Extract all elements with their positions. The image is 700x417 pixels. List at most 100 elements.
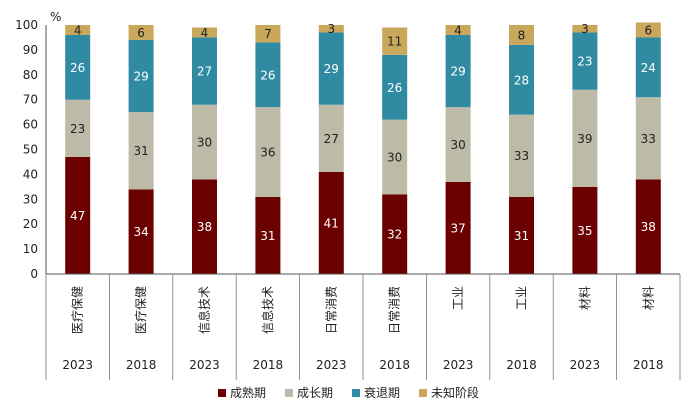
bar-segment	[255, 196, 281, 274]
bar-segment	[128, 189, 154, 274]
data-label: 38	[197, 220, 212, 234]
data-label: 4	[454, 23, 462, 37]
data-label: 8	[518, 28, 526, 42]
x-year-label: 2023	[443, 358, 474, 372]
bar-segment	[318, 25, 344, 33]
bar-segment	[382, 54, 408, 120]
data-label: 7	[264, 27, 272, 41]
x-year-label: 2018	[506, 358, 537, 372]
bar-segment	[128, 112, 154, 190]
y-axis-unit-label: %	[50, 10, 61, 24]
bar-segment	[445, 25, 471, 35]
data-label: 27	[197, 65, 212, 79]
bar-segment	[445, 34, 471, 108]
x-sector-label: 工业	[515, 286, 529, 310]
bar-segment	[635, 37, 661, 98]
data-label: 38	[641, 220, 656, 234]
data-label: 26	[70, 61, 85, 75]
bar-segment	[318, 104, 344, 172]
y-tick-label: 70	[23, 93, 38, 107]
y-tick-label: 80	[23, 68, 38, 82]
bar-segment	[635, 97, 661, 180]
legend-label: 衰退期	[364, 385, 400, 400]
bar-segment	[65, 156, 91, 274]
legend-swatch	[285, 389, 293, 397]
bar-segment	[192, 27, 217, 38]
bar-segment	[192, 104, 217, 180]
bar-segment	[65, 99, 91, 157]
data-label: 3	[327, 22, 335, 36]
data-label: 4	[74, 23, 82, 37]
data-label: 26	[387, 81, 402, 95]
data-label: 39	[577, 132, 592, 146]
data-label: 23	[70, 122, 85, 136]
bar-segment	[65, 34, 91, 100]
bar-segment	[192, 37, 217, 105]
legend-swatch	[419, 389, 427, 397]
bar-segment	[509, 196, 534, 274]
data-label: 30	[450, 138, 465, 152]
x-sector-label: 信息技术	[260, 286, 275, 334]
x-year-label: 2023	[570, 358, 601, 372]
bar-segment	[509, 114, 534, 197]
data-label: 23	[577, 55, 592, 69]
axes	[45, 25, 681, 380]
data-label: 3	[581, 22, 589, 36]
y-tick-label: 50	[23, 143, 38, 157]
x-axis-labels: 医疗保健 2023 医疗保健 2018 信息技术 2023 信息技术 2018 日常消费 2023…	[62, 286, 663, 372]
data-label: 11	[387, 35, 402, 49]
y-tick-label: 0	[30, 267, 38, 281]
x-sector-label: 日常消费	[324, 286, 338, 334]
bar-segment	[318, 32, 344, 105]
data-label: 41	[324, 216, 339, 230]
bar-segment	[382, 119, 408, 195]
bar-segment	[128, 25, 154, 40]
legend: 成熟期 成长期 衰退期 未知阶段	[218, 385, 479, 400]
x-sector-label: 医疗保健	[71, 286, 85, 334]
y-tick-label: 90	[23, 43, 38, 57]
x-year-label: 2023	[316, 358, 347, 372]
legend-label: 未知阶段	[431, 385, 479, 400]
data-label: 33	[514, 149, 529, 163]
data-label: 30	[197, 136, 212, 150]
bar-segment	[65, 25, 91, 35]
bar-segment	[255, 107, 281, 197]
bar-segment	[255, 42, 281, 108]
bar-segment	[572, 25, 598, 33]
y-tick-label: 40	[23, 167, 38, 181]
x-year-label: 2018	[379, 358, 410, 372]
bars-group: 4723264343129638302743136267412729332302…	[65, 22, 661, 274]
data-label: 29	[450, 65, 465, 79]
data-label: 35	[577, 224, 592, 238]
bar-segment	[572, 32, 598, 90]
bar-segment	[318, 171, 344, 274]
bar-segment	[509, 44, 534, 115]
data-label: 24	[641, 61, 656, 75]
x-year-label: 2018	[633, 358, 664, 372]
x-year-label: 2023	[189, 358, 220, 372]
bar-segment	[382, 27, 408, 55]
x-sector-label: 医疗保健	[134, 286, 148, 334]
data-label: 31	[514, 229, 529, 243]
data-label: 31	[260, 229, 275, 243]
x-sector-label: 信息技术	[197, 286, 212, 334]
y-tick-label: 100	[15, 18, 38, 32]
data-label: 28	[514, 73, 529, 87]
bar-segment	[572, 186, 598, 274]
data-label: 26	[260, 68, 275, 82]
x-sector-label: 材料	[578, 286, 592, 310]
data-label: 37	[450, 221, 465, 235]
data-label: 4	[201, 26, 209, 40]
bar-segment	[509, 25, 534, 45]
bar-segment	[192, 179, 217, 274]
bar-segment	[635, 22, 661, 38]
bar-segment	[445, 181, 471, 274]
x-year-label: 2018	[126, 358, 157, 372]
x-sector-label: 工业	[451, 286, 465, 310]
y-axis-ticks: 0 10 20 30 40 50 60 70 80 90 100	[15, 18, 38, 281]
data-label: 29	[324, 62, 339, 76]
data-label: 30	[387, 150, 402, 164]
y-tick-label: 30	[23, 192, 38, 206]
x-sector-label: 日常消费	[388, 286, 402, 334]
x-year-label: 2023	[62, 358, 93, 372]
